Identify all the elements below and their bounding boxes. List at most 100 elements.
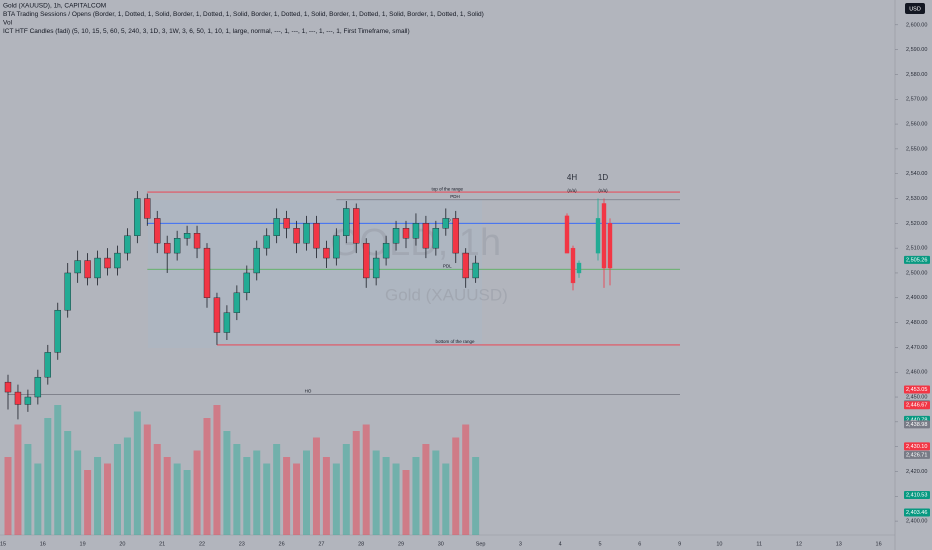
volume-bar xyxy=(123,437,131,535)
htf-sub: (n/a) xyxy=(598,188,608,193)
y-tick-label: 2,590.00 xyxy=(906,47,927,53)
currency-box[interactable] xyxy=(905,3,925,14)
price-tag xyxy=(904,385,930,394)
htf-sub: (n/a) xyxy=(567,188,577,193)
candle-body xyxy=(124,235,131,254)
candle-body xyxy=(372,257,380,279)
candle-body xyxy=(74,260,81,274)
currency[interactable]: USD xyxy=(909,6,921,12)
price-tag xyxy=(904,442,930,451)
volume-bar xyxy=(283,457,291,535)
candle-body xyxy=(564,215,570,254)
candle-body xyxy=(462,252,469,279)
price-tag-label: 2,410.53 xyxy=(906,492,927,498)
header-line: ICT HTF Candles (fadi) (5, 10, 15, 5, 60… xyxy=(3,28,410,35)
candle-body xyxy=(263,235,270,249)
y-tick-label: 2,480.00 xyxy=(906,320,927,326)
candle-body xyxy=(233,292,241,313)
volume-bar xyxy=(84,470,92,535)
volume-bar xyxy=(183,470,191,535)
candle-body xyxy=(382,242,390,259)
candle-body xyxy=(24,396,32,405)
price-tag-label: 2,446.67 xyxy=(906,403,927,409)
level-label: PDH xyxy=(450,194,460,199)
price-tag-label: 2,403.46 xyxy=(906,510,927,516)
volume-bar xyxy=(193,450,201,535)
volume-bar xyxy=(253,450,261,535)
y-tick-label: 2,490.00 xyxy=(906,295,927,301)
level-label: PDL xyxy=(443,263,452,268)
volume-bar xyxy=(64,431,72,535)
candle-body xyxy=(154,218,161,244)
candle-body xyxy=(442,218,449,229)
candle-body xyxy=(64,272,71,311)
candle-body xyxy=(223,312,231,333)
price-tag xyxy=(904,508,930,517)
y-tick-label: 2,500.00 xyxy=(906,270,927,276)
candle-body xyxy=(283,218,290,229)
y-tick-label: 2,550.00 xyxy=(906,146,927,152)
candle-body xyxy=(54,309,61,353)
candle-body xyxy=(402,228,410,239)
volume-bar xyxy=(223,431,231,535)
y-tick-label: 2,510.00 xyxy=(906,246,927,252)
x-tick-label: 22 xyxy=(199,541,205,547)
x-tick-label: 6 xyxy=(638,541,641,547)
candle-body xyxy=(183,233,191,239)
volume-bar xyxy=(203,418,211,535)
y-tick-label: 2,530.00 xyxy=(906,196,927,202)
volume-bar xyxy=(462,424,470,535)
header-line: Vol xyxy=(3,20,13,27)
volume-bar xyxy=(153,444,161,535)
candle-body xyxy=(104,257,111,269)
candle-body xyxy=(392,228,400,244)
candle-body xyxy=(452,218,459,254)
candle-body xyxy=(34,376,42,398)
candle-body xyxy=(134,198,141,236)
price-tag-label: 2,440.78 xyxy=(906,417,927,423)
x-tick-label: 16 xyxy=(876,541,882,547)
y-tick-label: 2,420.00 xyxy=(906,469,927,475)
volume-bar xyxy=(293,463,301,535)
candle-body xyxy=(44,352,51,378)
candle-body xyxy=(14,391,22,405)
candle-body xyxy=(313,223,320,249)
y-tick-label: 2,460.00 xyxy=(906,370,927,376)
candle-body xyxy=(323,247,330,259)
candle-body xyxy=(601,203,607,269)
volume-bar xyxy=(322,457,330,535)
volume-bar xyxy=(372,450,380,535)
y-tick-label: 2,540.00 xyxy=(906,171,927,177)
volume-bar xyxy=(442,463,450,535)
candle-body xyxy=(243,272,251,294)
candle-body xyxy=(94,257,101,279)
x-tick-label: 12 xyxy=(796,541,802,547)
volume-bar xyxy=(243,457,251,535)
y-tick-label: 2,580.00 xyxy=(906,72,927,78)
candle-body xyxy=(303,223,310,244)
price-tag-label: 2,453.05 xyxy=(906,387,927,393)
candle-body xyxy=(432,228,440,249)
volume-bar xyxy=(173,463,181,535)
volume-bar xyxy=(233,444,241,535)
level-label: bottom of the range xyxy=(435,339,475,344)
htf-label: 1D xyxy=(598,173,608,182)
candle-body xyxy=(595,218,601,254)
volume-bar xyxy=(133,411,141,535)
volume-bar xyxy=(412,457,420,535)
x-tick-label: 16 xyxy=(40,541,46,547)
volume-bar xyxy=(94,457,102,535)
volume-bar xyxy=(452,437,460,535)
price-tag-label: 2,426.71 xyxy=(906,452,927,458)
volume-bar xyxy=(4,457,12,535)
volume-bar xyxy=(34,463,42,535)
volume-bar xyxy=(432,450,440,535)
price-tag xyxy=(904,401,930,410)
y-tick-label: 2,570.00 xyxy=(906,97,927,103)
candle-body xyxy=(472,262,479,279)
x-tick-label: 30 xyxy=(438,541,444,547)
volume-bar xyxy=(104,463,111,535)
watermark-sub: Gold (XAUUSD) xyxy=(385,285,508,304)
volume-bar xyxy=(382,457,390,535)
